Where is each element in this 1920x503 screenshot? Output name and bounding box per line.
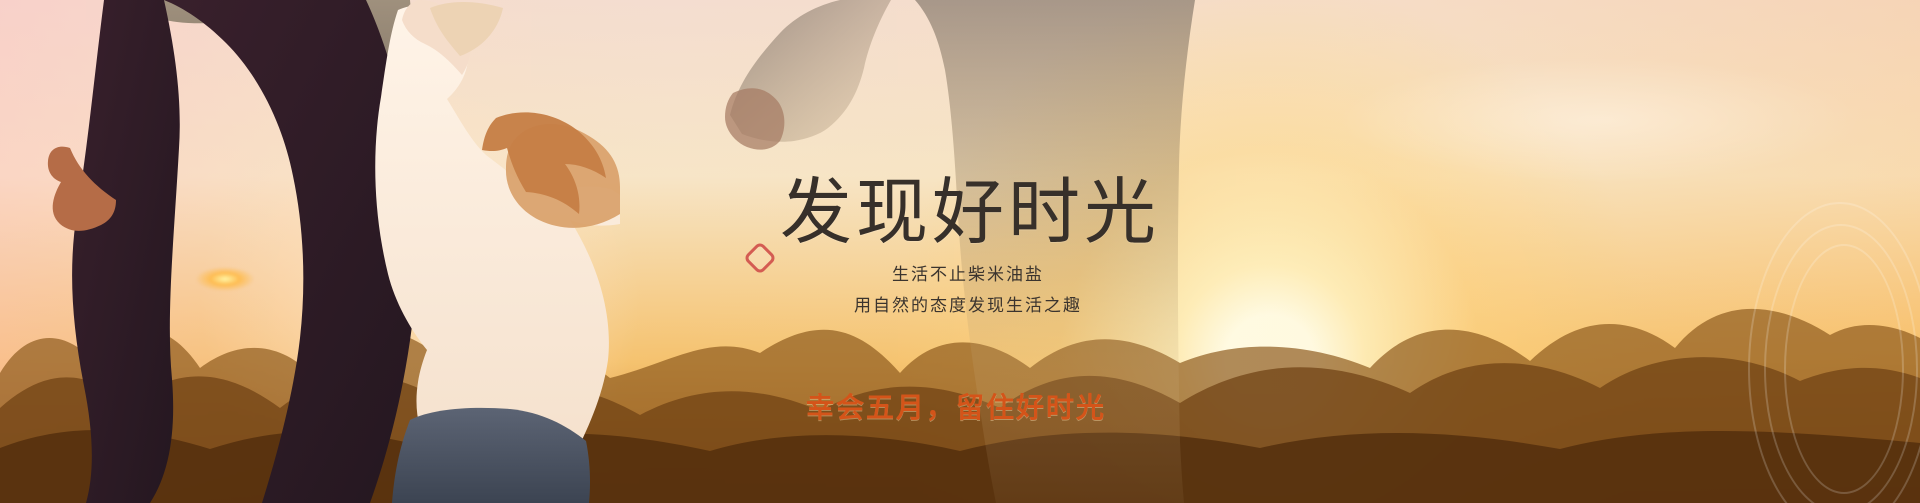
subtitle-line-2: 用自然的态度发现生活之趣 [838, 291, 1098, 322]
hero-slogan: 幸会五月，留住好时光 [801, 388, 1111, 428]
hero-copy: 发现好时光 生活不止柴米油盐 用自然的态度发现生活之趣 幸会五月，留住好时光 [742, 160, 1162, 450]
lens-flare [196, 267, 254, 291]
hero-subtitle: 生活不止柴米油盐 用自然的态度发现生活之趣 [838, 260, 1098, 322]
diamond-outline-icon [743, 241, 777, 275]
sun-rings [1730, 210, 1920, 503]
family-silhouette [0, 0, 620, 503]
subtitle-line-1: 生活不止柴米油盐 [838, 260, 1098, 291]
hero-title: 发现好时光 [780, 164, 1160, 260]
